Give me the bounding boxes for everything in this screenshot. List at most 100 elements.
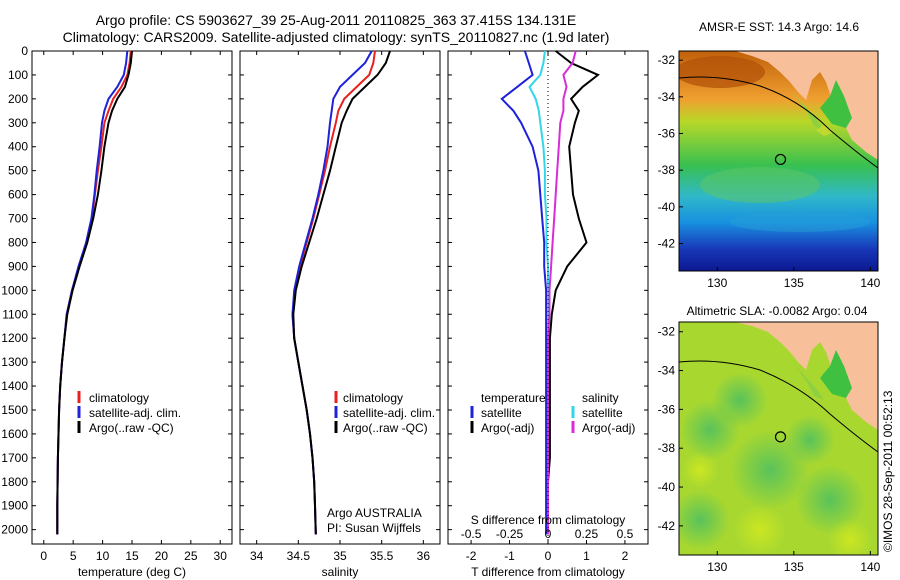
legend-salinity-title: salinity <box>582 391 619 405</box>
sst-map-axes: 130 135 140 -32 -34 -36 -38 -40 -42 <box>658 53 881 290</box>
s-diff-tick-label: 0.25 <box>575 527 599 541</box>
map-y-tick-label: -42 <box>658 237 676 251</box>
map-x-tick-label: 140 <box>860 560 880 574</box>
legend-climatology: climatology <box>89 391 149 405</box>
map-y-tick-label: -32 <box>658 325 676 339</box>
x-tick-label: 34.5 <box>287 549 311 563</box>
depth-tick-label: 1800 <box>1 475 28 489</box>
map-y-tick-label: -36 <box>658 402 676 416</box>
depth-tick-label: 1000 <box>1 283 28 297</box>
depth-tick-label: 1600 <box>1 427 28 441</box>
x-tick-label: 10 <box>96 549 110 563</box>
salinity-plot: 34 34.5 35 35.5 36 <box>250 50 430 563</box>
depth-axis: 0 100 200 300 400 500 600 700 800 900 1000 1100 1200… <box>1 44 648 537</box>
x-tick-label: 34 <box>250 549 264 563</box>
sst-map-title: AMSR-E SST: 14.3 Argo: 14.6 <box>699 20 859 34</box>
map-y-tick-label: -40 <box>658 200 676 214</box>
x-tick-label: 0 <box>40 549 47 563</box>
depth-tick-label: 700 <box>8 212 28 226</box>
temperature-legend: climatology satellite-adj. clim. Argo(..… <box>77 391 181 435</box>
sst-map-frame <box>678 50 879 272</box>
legend-t-argo: Argo(-adj) <box>481 421 534 435</box>
difference-legend: temperature satellite Argo(-adj) salinit… <box>470 391 635 435</box>
map-y-tick-label: -42 <box>658 519 676 533</box>
x-tick-label: 2 <box>622 549 629 563</box>
difference-plot: -2 -1 0 1 2 -0.5 -0.25 0 0.25 0.5 <box>461 50 634 563</box>
sla-map-frame <box>678 321 879 556</box>
depth-tick-label: 400 <box>8 140 28 154</box>
map-x-tick-label: 135 <box>784 560 804 574</box>
x-tick-label: 5 <box>70 549 77 563</box>
x-tick-label: -1 <box>504 549 515 563</box>
depth-tick-label: 800 <box>8 235 28 249</box>
legend-satellite-adj: satellite-adj. clim. <box>89 406 181 420</box>
depth-tick-label: 300 <box>8 116 28 130</box>
temperature-plot: 0 5 10 15 20 25 30 <box>40 50 228 563</box>
series-line-temperature-argo-adj- <box>547 50 600 535</box>
series-line-argo-raw-qc- <box>292 50 391 535</box>
argo-annotation-1: Argo AUSTRALIA <box>327 506 422 520</box>
sst-map <box>679 51 878 271</box>
x-tick-label: 25 <box>184 549 198 563</box>
argo-location-marker <box>774 153 787 166</box>
sla-map-axes: 130 135 140 -32 -34 -36 -38 -40 -42 <box>658 325 881 574</box>
map-x-tick-label: 140 <box>860 276 880 290</box>
series-line-satellite-adj-clim- <box>56 50 129 535</box>
depth-tick-label: 200 <box>8 92 28 106</box>
s-difference-xlabel: S difference from climatology <box>471 513 626 527</box>
map-y-tick-label: -38 <box>658 441 676 455</box>
depth-tick-label: 600 <box>8 188 28 202</box>
map-y-tick-label: -40 <box>658 480 676 494</box>
legend-s-satellite: satellite <box>582 406 623 420</box>
s-diff-tick-label: 0.5 <box>617 527 634 541</box>
salinity-legend: climatology satellite-adj. clim. Argo(..… <box>327 391 435 535</box>
depth-tick-label: 1100 <box>2 307 28 321</box>
argo-annotation-2: PI: Susan Wijffels <box>327 521 421 535</box>
argo-location-marker <box>774 431 787 443</box>
depth-tick-label: 1200 <box>1 331 28 345</box>
s-diff-tick-label: -0.25 <box>496 527 524 541</box>
x-tick-label: 20 <box>155 549 169 563</box>
series-line-salinity-argo-adj- <box>547 50 577 535</box>
map-y-tick-label: -38 <box>658 163 676 177</box>
salinity-xlabel: salinity <box>322 565 359 579</box>
depth-tick-label: 0 <box>21 44 28 58</box>
map-y-tick-label: -34 <box>658 90 676 104</box>
series-line-satellite-adj-clim- <box>291 50 373 535</box>
legend-argo: Argo(..raw -QC) <box>343 421 428 435</box>
legend-satellite-adj: satellite-adj. clim. <box>343 406 435 420</box>
map-y-tick-label: -34 <box>658 364 676 378</box>
temperature-xlabel: temperature (deg C) <box>78 565 186 579</box>
x-tick-label: 35 <box>333 549 347 563</box>
imos-credit: ©IMOS 28-Sep-2011 00:52:13 <box>881 390 895 552</box>
s-diff-tick-label: 0 <box>545 527 552 541</box>
map-x-tick-label: 130 <box>707 276 727 290</box>
sla-map-title: Altimetric SLA: -0.0082 Argo: 0.04 <box>687 304 868 318</box>
x-tick-label: 1 <box>583 549 590 563</box>
legend-t-satellite: satellite <box>481 406 522 420</box>
series-line-climatology <box>56 50 132 535</box>
legend-temperature-title: temperature <box>481 391 546 405</box>
map-x-tick-label: 130 <box>707 560 727 574</box>
depth-tick-label: 1900 <box>1 499 28 513</box>
x-tick-label: 15 <box>125 549 139 563</box>
legend-s-argo: Argo(-adj) <box>582 421 635 435</box>
series-line-argo-raw-qc- <box>56 50 133 535</box>
depth-tick-label: 1500 <box>1 403 28 417</box>
depth-tick-label: 900 <box>8 259 28 273</box>
map-y-tick-label: -36 <box>658 127 676 141</box>
map-y-tick-label: -32 <box>658 53 676 67</box>
profile-title: Argo profile: CS 5903627_39 25-Aug-2011 … <box>96 12 577 28</box>
temperature-panel <box>31 50 233 545</box>
x-tick-label: -2 <box>466 549 477 563</box>
depth-tick-label: 1700 <box>1 451 28 465</box>
x-tick-label: 30 <box>214 549 228 563</box>
legend-climatology: climatology <box>343 391 403 405</box>
series-line-climatology <box>291 50 376 535</box>
salinity-panel <box>239 50 441 545</box>
x-tick-label: 0 <box>545 549 552 563</box>
map-x-tick-label: 135 <box>784 276 804 290</box>
depth-tick-label: 100 <box>8 68 28 82</box>
legend-argo: Argo(..raw -QC) <box>89 421 174 435</box>
